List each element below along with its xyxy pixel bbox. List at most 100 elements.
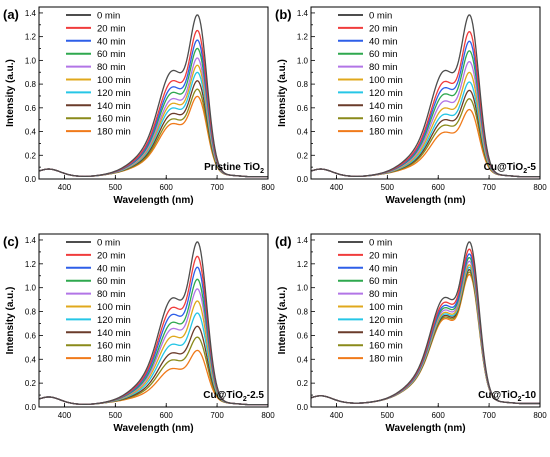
series-line-20-min — [39, 29, 268, 178]
panel-label: (a) — [3, 7, 19, 22]
x-tick-label: 700 — [210, 411, 224, 420]
x-tick-label: 800 — [261, 411, 275, 420]
chart-panel-3: 400 500 600 700 800 0.0 0.2 0.4 0.6 0.8 1.0 1.2 1.4 W… — [3, 233, 275, 434]
x-tick-label: 400 — [58, 411, 72, 420]
y-tick-label: 1.0 — [297, 56, 309, 65]
legend-entry: 40 min — [369, 36, 398, 47]
legend-entry: 100 min — [369, 302, 403, 313]
y-tick-label: 1.4 — [297, 236, 309, 245]
y-tick-label: 1.2 — [25, 33, 37, 42]
chart-panel-2: 400 500 600 700 800 0.0 0.2 0.4 0.6 0.8 1.0 1.2 1.4 W… — [275, 6, 547, 206]
legend-entry: 60 min — [97, 276, 126, 287]
series-line-20-min — [39, 255, 268, 406]
x-tick-label: 700 — [210, 183, 224, 192]
plot-frame — [310, 6, 541, 180]
panel-label: (d) — [275, 234, 292, 249]
legend-entry: 100 min — [369, 75, 403, 86]
series-line-20-min — [311, 248, 540, 405]
legend-entry: 80 min — [369, 289, 398, 300]
y-tick-label: 1.0 — [25, 284, 37, 293]
series-lines — [311, 14, 540, 178]
y-tick-label: 1.2 — [25, 260, 37, 269]
panel-label: (c) — [3, 234, 19, 249]
legend-entry: 160 min — [97, 114, 131, 125]
x-axis-title: Wavelength (nm) — [385, 423, 465, 434]
series-line-140-min — [311, 269, 540, 405]
legend-entry: 180 min — [369, 354, 403, 365]
legend-entry: 0 min — [369, 238, 392, 249]
legend-entry: 40 min — [369, 263, 398, 274]
legend-entry: 180 min — [97, 127, 131, 138]
y-tick-label: 0.4 — [25, 128, 37, 137]
y-tick-label: 0.6 — [297, 104, 309, 113]
y-axis-title: Intensity (a.u.) — [5, 59, 16, 127]
y-tick-label: 0.6 — [25, 331, 37, 340]
x-tick-label: 600 — [160, 411, 174, 420]
legend-entry: 40 min — [97, 36, 126, 47]
y-tick-label: 0.0 — [297, 403, 309, 412]
y-tick-label: 1.2 — [297, 260, 309, 269]
y-tick-label: 0.6 — [25, 104, 37, 113]
x-tick-label: 600 — [160, 183, 174, 192]
legend-entry: 20 min — [97, 23, 126, 34]
legend-entry: 140 min — [97, 328, 131, 339]
x-tick-label: 500 — [109, 183, 123, 192]
y-tick-label: 0.2 — [297, 151, 309, 160]
legend-entry: 80 min — [97, 62, 126, 73]
legend-entry: 140 min — [369, 101, 403, 112]
legend-entry: 120 min — [97, 88, 131, 99]
y-tick-label: 1.4 — [297, 9, 309, 18]
y-axis-title: Intensity (a.u.) — [277, 287, 288, 355]
x-tick-label: 600 — [432, 183, 446, 192]
y-tick-label: 0.6 — [297, 331, 309, 340]
y-axis-title: Intensity (a.u.) — [277, 59, 288, 127]
legend-entry: 0 min — [97, 238, 120, 249]
x-tick-label: 500 — [381, 411, 395, 420]
series-lines — [311, 241, 540, 405]
plot-frame — [310, 233, 541, 408]
x-tick-label: 500 — [109, 411, 123, 420]
legend-entry: 80 min — [369, 62, 398, 73]
legend-entry: 180 min — [369, 127, 403, 138]
legend-entry: 120 min — [369, 88, 403, 99]
plot-frame — [38, 6, 269, 180]
chart-panel-1: 400 500 600 700 800 0.0 0.2 0.4 0.6 0.8 1.0 1.2 1.4 W… — [3, 6, 275, 206]
y-tick-label: 0.4 — [297, 128, 309, 137]
series-line-40-min — [39, 266, 268, 406]
y-tick-label: 1.4 — [25, 9, 37, 18]
y-tick-label: 0.4 — [297, 355, 309, 364]
series-line-100-min — [311, 264, 540, 405]
panel-label: (b) — [275, 7, 292, 22]
y-tick-label: 0.0 — [25, 403, 37, 412]
x-tick-label: 600 — [432, 411, 446, 420]
series-line-0-min — [39, 14, 268, 178]
legend-entry: 60 min — [369, 276, 398, 287]
x-tick-label: 800 — [261, 183, 275, 192]
legend-entry: 160 min — [369, 114, 403, 125]
legend-entry: 100 min — [97, 302, 131, 313]
legend-entry: 20 min — [369, 23, 398, 34]
legend-entry: 100 min — [97, 75, 131, 86]
series-line-0-min — [311, 241, 540, 405]
sample-label: Cu@TiO2-10 — [478, 390, 536, 403]
series-line-120-min — [311, 266, 540, 405]
series-line-0-min — [311, 14, 540, 178]
legend-entry: 120 min — [97, 315, 131, 326]
plot-frame — [38, 233, 269, 408]
legend-entry: 40 min — [97, 263, 126, 274]
y-tick-label: 1.0 — [297, 284, 309, 293]
y-tick-label: 0.8 — [297, 308, 309, 317]
y-tick-label: 0.2 — [25, 379, 37, 388]
legend-entry: 60 min — [97, 49, 126, 60]
y-tick-label: 0.8 — [25, 308, 37, 317]
x-tick-label: 800 — [533, 183, 547, 192]
x-tick-label: 700 — [482, 183, 496, 192]
y-axis-title: Intensity (a.u.) — [5, 287, 16, 355]
sample-label: Cu@TiO2-2.5 — [203, 390, 264, 403]
x-axis-title: Wavelength (nm) — [113, 423, 193, 434]
y-tick-label: 1.2 — [297, 33, 309, 42]
legend-entry: 160 min — [369, 341, 403, 352]
y-tick-label: 1.0 — [25, 56, 37, 65]
